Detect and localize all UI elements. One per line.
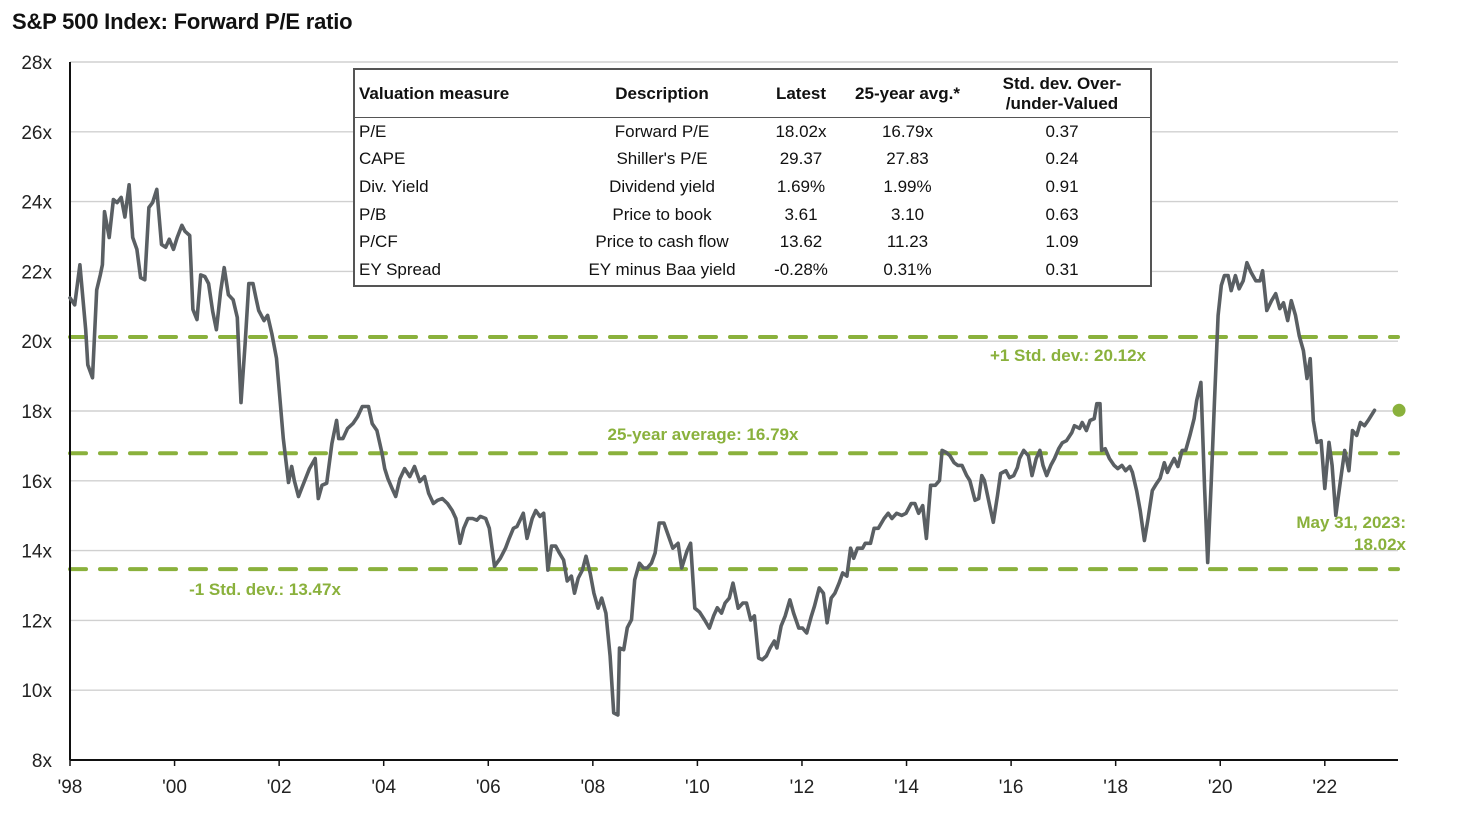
header-std: Std. dev. Over- /under-Valued [974, 70, 1150, 118]
y-tick-label: 16x [21, 472, 52, 493]
y-tick-label: 24x [21, 193, 52, 214]
cell-description: Dividend yield [609, 176, 715, 196]
cell-description: Price to cash flow [595, 232, 729, 252]
gridlines [70, 61, 1398, 691]
latest-date-label: May 31, 2023: [1296, 513, 1406, 532]
x-tick-label: '08 [580, 777, 605, 798]
y-tick-label: 10x [21, 681, 52, 702]
cell-latest: 18.02x [775, 121, 827, 141]
table-row: P/B Price to book 3.61 3.10 0.63 [355, 201, 1150, 229]
y-tick-label: 28x [21, 53, 52, 74]
x-tick-label: '16 [999, 777, 1024, 798]
cell-avg: 0.31% [883, 259, 932, 279]
chart-title: S&P 500 Index: Forward P/E ratio [12, 9, 353, 34]
cell-measure: Div. Yield [359, 176, 429, 196]
table-row: P/E Forward P/E 18.02x 16.79x 0.37 [355, 118, 1150, 146]
cell-latest: 29.37 [779, 149, 823, 169]
header-avg: 25-year avg.* [841, 70, 974, 118]
cell-measure: P/CF [359, 232, 398, 252]
x-tick-label: '02 [267, 777, 292, 798]
cell-std: 0.24 [1045, 149, 1079, 169]
average-label: 25-year average: 16.79x [608, 425, 799, 444]
cell-description: Shiller's P/E [616, 149, 708, 169]
series-line-forward-pe [68, 183, 1377, 717]
plus-1-std-dev-label: +1 Std. dev.: 20.12x [990, 346, 1147, 365]
cell-std: 1.09 [1045, 232, 1079, 252]
table-row: P/CF Price to cash flow 13.62 11.23 1.09 [355, 228, 1150, 256]
x-tick-label: '10 [685, 777, 710, 798]
y-tick-label: 12x [21, 611, 52, 632]
cell-std: 0.91 [1045, 176, 1079, 196]
x-tick-label: '00 [162, 777, 187, 798]
y-tick-label: 18x [21, 402, 52, 423]
valuation-table: Valuation measure Description Latest 25-… [353, 68, 1152, 287]
x-tick-label: '18 [1103, 777, 1128, 798]
latest-value-label: 18.02x [1354, 535, 1407, 554]
x-tick-label: '04 [371, 777, 396, 798]
cell-measure: P/B [359, 204, 387, 224]
cell-avg: 11.23 [886, 232, 929, 252]
cell-measure: P/E [359, 121, 387, 141]
cell-std: 0.37 [1045, 121, 1079, 141]
cell-avg: 1.99% [883, 176, 932, 196]
x-tick-label: '20 [1208, 777, 1233, 798]
latest-point-marker [1392, 403, 1406, 417]
cell-avg: 27.83 [886, 149, 929, 169]
y-tick-label: 8x [32, 751, 53, 772]
y-tick-label: 14x [21, 542, 52, 563]
table-row: Div. Yield Dividend yield 1.69% 1.99% 0.… [355, 173, 1150, 201]
minus-1-std-dev-label: -1 Std. dev.: 13.47x [189, 580, 341, 599]
x-tick-label: '06 [476, 777, 501, 798]
cell-description: Price to book [612, 204, 712, 224]
reference-lines [68, 335, 1400, 572]
cell-avg: 3.10 [890, 204, 925, 224]
cell-avg: 16.79x [881, 121, 934, 141]
table-row: CAPE Shiller's P/E 29.37 27.83 0.24 [355, 146, 1150, 174]
y-tick-label: 20x [21, 332, 52, 353]
cell-description: Forward P/E [614, 121, 710, 141]
y-tick-label: 26x [21, 123, 52, 144]
x-tick-label: '98 [58, 777, 83, 798]
annotations: +1 Std. dev.: 20.12x 25-year average: 16.… [189, 346, 1406, 599]
header-std-line2: /under-Valued [1005, 93, 1119, 113]
cell-measure: CAPE [359, 149, 406, 169]
y-tick-label: 22x [21, 262, 52, 283]
cell-std: 0.63 [1045, 204, 1079, 224]
cell-latest: 3.61 [784, 204, 818, 224]
x-tick-label: '14 [894, 777, 919, 798]
axes: 8x 10x 12x 14x 16x 18x 20x 22x 24x 26x 28x '98 '00 '0… [21, 53, 1398, 798]
cell-latest: 1.69% [776, 176, 826, 196]
cell-measure: EY Spread [359, 259, 441, 279]
series [68, 183, 1406, 717]
table-row: EY Spread EY minus Baa yield -0.28% 0.31… [355, 256, 1150, 284]
header-latest: Latest [761, 70, 841, 118]
header-description: Description [563, 70, 761, 118]
cell-latest: -0.28% [774, 259, 828, 279]
header-measure: Valuation measure [355, 70, 563, 118]
cell-std: 0.31 [1045, 259, 1079, 279]
cell-latest: 13.62 [779, 232, 823, 252]
x-tick-label: '12 [790, 777, 815, 798]
cell-description: EY minus Baa yield [588, 259, 736, 279]
header-std-line1: Std. dev. Over- [1002, 73, 1122, 93]
x-tick-label: '22 [1312, 777, 1337, 798]
table-header-row: Valuation measure Description Latest 25-… [355, 70, 1150, 118]
